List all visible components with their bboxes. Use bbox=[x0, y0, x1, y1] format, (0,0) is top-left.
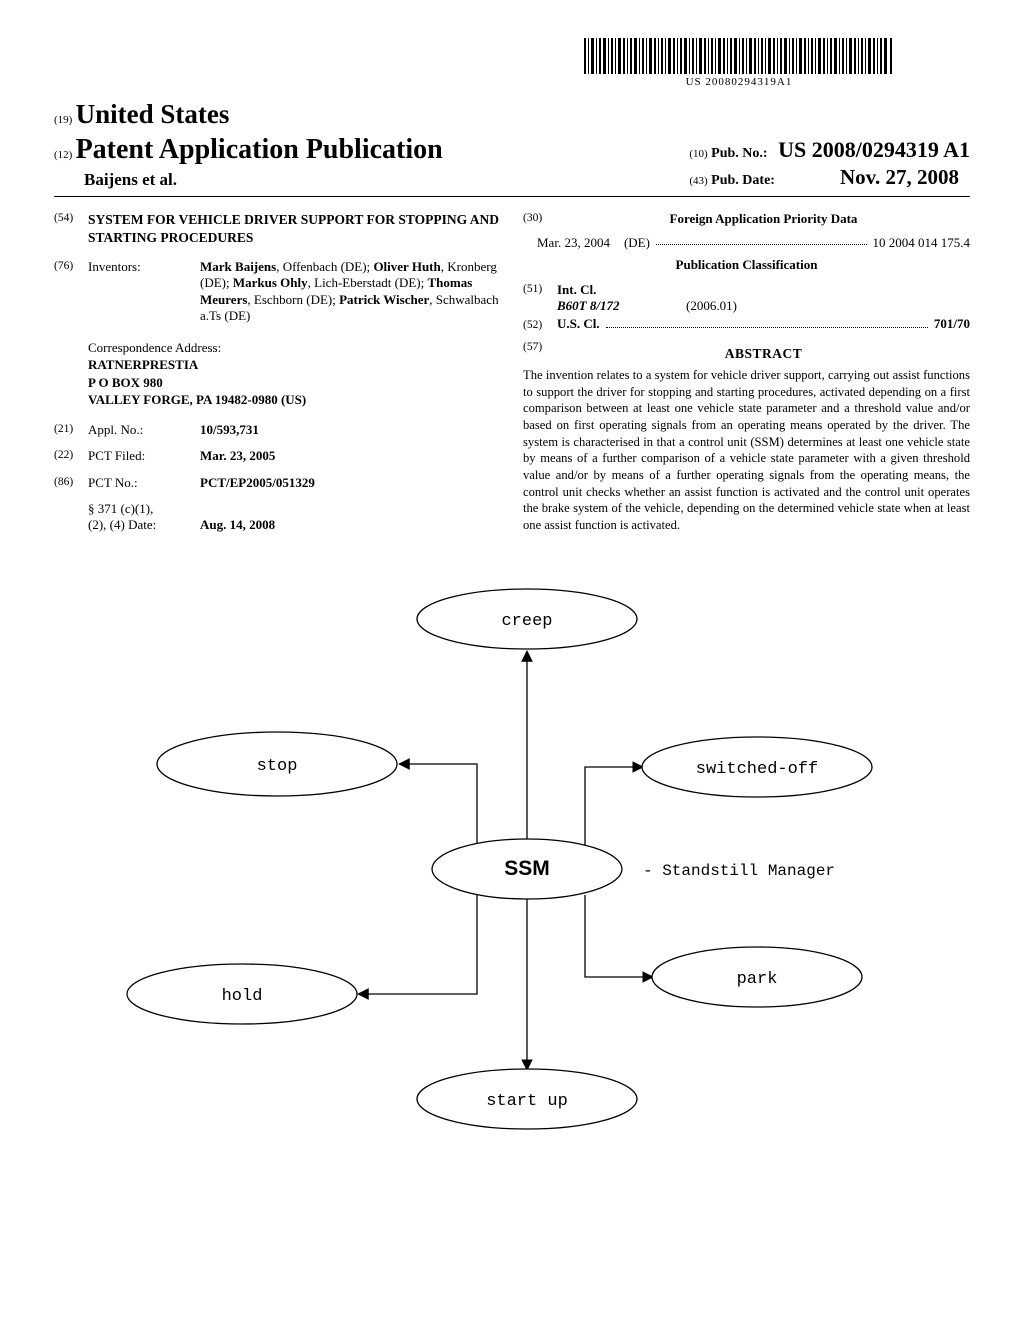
diagram-edge bbox=[400, 764, 477, 844]
foreign-cc: (DE) bbox=[624, 235, 650, 251]
corr-line-1: P O BOX 980 bbox=[88, 375, 163, 390]
diagram-label-stop: stop bbox=[257, 757, 298, 776]
diagram-label-switched: switched-off bbox=[696, 760, 818, 779]
document-header: (19) United States (12) Patent Applicati… bbox=[54, 98, 970, 190]
state-diagram: creep stop switched-off SSM hold park start up… bbox=[54, 569, 970, 1149]
field-86-label: PCT No.: bbox=[88, 475, 200, 491]
header-right: (10) Pub. No.: US 2008/0294319 A1 (43) P… bbox=[689, 136, 970, 190]
header-rule bbox=[54, 196, 970, 197]
barcode-block: US 20080294319A1 bbox=[54, 38, 894, 90]
corr-line-2: VALLEY FORGE, PA 19482-0980 (US) bbox=[88, 392, 306, 407]
foreign-appno: 10 2004 014 175.4 bbox=[873, 235, 971, 251]
pubdate-prefix: (43) bbox=[689, 175, 707, 187]
diagram-label-hold: hold bbox=[222, 987, 263, 1006]
diagram-annotation: - Standstill Manager bbox=[643, 862, 835, 880]
field-52-num: (52) bbox=[523, 318, 557, 332]
uscl-value: 701/70 bbox=[934, 316, 970, 332]
field-57-num: (57) bbox=[523, 340, 557, 367]
bibliographic-columns: (54) SYSTEM FOR VEHICLE DRIVER SUPPORT F… bbox=[54, 211, 970, 544]
diagram-label-ssm: SSM bbox=[504, 857, 550, 880]
field-51-num: (51) bbox=[523, 282, 557, 315]
pubno-value: US 2008/0294319 A1 bbox=[778, 137, 970, 162]
field-371-label: § 371 (c)(1), (2), (4) Date: bbox=[88, 501, 200, 534]
field-76-num: (76) bbox=[54, 259, 88, 273]
dotted-leader bbox=[656, 235, 867, 245]
pubno-label: Pub. No.: bbox=[711, 146, 767, 161]
abstract-text: The invention relates to a system for ve… bbox=[523, 367, 970, 533]
authors-line: Baijens et al. bbox=[84, 169, 443, 190]
field-54-num: (54) bbox=[54, 211, 88, 225]
foreign-priority-title: Foreign Application Priority Data bbox=[670, 211, 858, 226]
foreign-date: Mar. 23, 2004 bbox=[537, 235, 610, 251]
field-21-label: Appl. No.: bbox=[88, 422, 200, 438]
abstract-title: ABSTRACT bbox=[725, 346, 803, 361]
left-column: (54) SYSTEM FOR VEHICLE DRIVER SUPPORT F… bbox=[54, 211, 501, 544]
intcl-code: B60T 8/172 bbox=[557, 298, 619, 313]
country: United States bbox=[76, 99, 230, 129]
diagram-edge bbox=[585, 895, 652, 977]
invention-title: SYSTEM FOR VEHICLE DRIVER SUPPORT FOR ST… bbox=[88, 211, 501, 247]
pubno-prefix: (10) bbox=[689, 148, 707, 160]
header-left: (19) United States (12) Patent Applicati… bbox=[54, 98, 443, 190]
pub-classification-title: Publication Classification bbox=[523, 257, 970, 273]
diagram-label-creep: creep bbox=[501, 612, 552, 631]
corr-line-0: RATNERPRESTIA bbox=[88, 357, 198, 372]
diagram-edge bbox=[585, 767, 642, 846]
field-76-label: Inventors: bbox=[88, 259, 200, 275]
pubdate-value: Nov. 27, 2008 bbox=[840, 165, 959, 189]
country-prefix: (19) bbox=[54, 114, 72, 126]
uscl-label: U.S. Cl. bbox=[557, 316, 600, 332]
kind-prefix: (12) bbox=[54, 149, 72, 161]
pct-no: PCT/EP2005/051329 bbox=[200, 475, 315, 490]
dotted-leader-2 bbox=[606, 318, 928, 328]
appl-no: 10/593,731 bbox=[200, 422, 259, 437]
field-86-num: (86) bbox=[54, 475, 88, 491]
intcl-label: Int. Cl. bbox=[557, 282, 596, 297]
field-371-date: Aug. 14, 2008 bbox=[200, 517, 275, 532]
right-column: (30) Foreign Application Priority Data M… bbox=[523, 211, 970, 544]
intcl-year: (2006.01) bbox=[686, 298, 737, 313]
diagram-label-startup: start up bbox=[486, 1092, 568, 1111]
pct-filed: Mar. 23, 2005 bbox=[200, 448, 275, 463]
field-22-label: PCT Filed: bbox=[88, 448, 200, 464]
diagram-label-park: park bbox=[737, 970, 778, 989]
field-30-num: (30) bbox=[523, 211, 557, 227]
field-21-num: (21) bbox=[54, 422, 88, 438]
diagram-edge bbox=[359, 895, 477, 994]
pubdate-label: Pub. Date: bbox=[711, 173, 775, 188]
document-kind: Patent Application Publication bbox=[76, 134, 443, 165]
corr-label: Correspondence Address: bbox=[88, 340, 501, 356]
correspondence-block: Correspondence Address: RATNERPRESTIA P … bbox=[88, 340, 501, 408]
barcode: US 20080294319A1 bbox=[584, 38, 894, 90]
barcode-text: US 20080294319A1 bbox=[584, 76, 894, 90]
field-22-num: (22) bbox=[54, 448, 88, 464]
inventors-list: Mark Baijens, Offenbach (DE); Oliver Hut… bbox=[200, 259, 501, 324]
